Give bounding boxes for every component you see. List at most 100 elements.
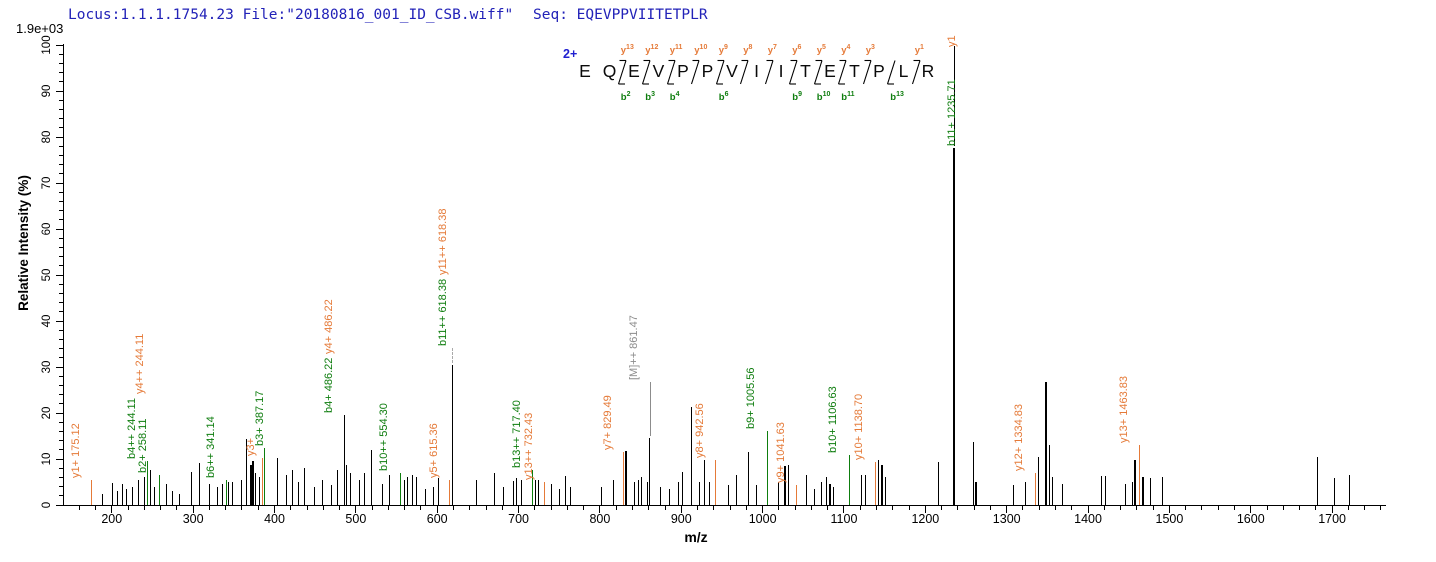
peak-label: b10++ 554.30 xyxy=(378,402,391,471)
peak xyxy=(1317,457,1318,505)
fragment-divider-icon xyxy=(713,57,727,87)
x-major-tick xyxy=(192,506,194,513)
precursor-charge-label: 2+ xyxy=(563,47,578,61)
peak xyxy=(806,475,807,505)
y-minor-tick xyxy=(59,375,63,377)
x-minor-tick xyxy=(648,506,650,510)
x-major-tick xyxy=(1250,506,1252,513)
peak xyxy=(209,484,210,505)
y-minor-tick xyxy=(59,99,63,101)
peak xyxy=(416,477,417,505)
peptide-residue: P xyxy=(873,61,885,81)
x-minor-tick xyxy=(827,506,829,510)
y-axis-title: Relative Intensity (%) xyxy=(16,175,31,311)
x-minor-tick xyxy=(534,506,536,510)
peak xyxy=(861,475,862,505)
peak xyxy=(881,464,883,505)
x-minor-tick xyxy=(876,506,878,510)
peak xyxy=(117,491,118,505)
peak xyxy=(412,475,413,505)
y-minor-tick xyxy=(59,246,63,248)
peak xyxy=(191,471,192,505)
peptide-residue: E xyxy=(579,61,591,81)
x-minor-tick xyxy=(1380,506,1382,510)
x-major-tick xyxy=(111,506,113,513)
peak xyxy=(613,479,614,505)
y-tick-label: 100 xyxy=(41,35,53,55)
x-minor-tick xyxy=(892,506,894,510)
x-tick-label: 1600 xyxy=(1236,512,1265,526)
x-minor-tick xyxy=(420,506,422,510)
fragment-divider-icon xyxy=(615,57,629,87)
x-minor-tick xyxy=(1071,506,1073,510)
x-minor-tick xyxy=(1136,506,1138,510)
peak xyxy=(199,463,200,505)
locus-file-text: Locus:1.1.1.1754.23 File:"20180816_001_I… xyxy=(68,7,514,23)
x-axis-title: m/z xyxy=(684,529,708,545)
x-tick-label: 1400 xyxy=(1074,512,1102,526)
peak xyxy=(748,451,749,505)
x-tick-label: 1200 xyxy=(911,512,940,526)
peak xyxy=(638,479,639,505)
x-major-tick xyxy=(436,506,438,513)
x-major-tick xyxy=(1006,506,1008,513)
x-minor-tick xyxy=(859,506,861,510)
peak xyxy=(1049,445,1050,505)
peak-leader-line xyxy=(954,46,955,147)
peak xyxy=(814,488,815,505)
y-ion-label: y5 xyxy=(816,44,826,57)
peak-label: b3+ 387.17 xyxy=(254,390,267,446)
peak xyxy=(728,485,729,505)
y-axis-line xyxy=(63,44,64,506)
peak xyxy=(322,480,323,505)
sequence-text: Seq: EQEVPPVIITETPLR xyxy=(533,7,708,23)
peptide-residue: P xyxy=(677,61,689,81)
b-ion-label: b9 xyxy=(792,91,802,104)
y-ion-label: y7 xyxy=(767,44,777,57)
peak xyxy=(938,461,939,505)
peak xyxy=(669,488,670,505)
x-minor-tick xyxy=(1315,506,1317,510)
peak xyxy=(346,464,347,505)
y-minor-tick xyxy=(59,145,63,147)
peak xyxy=(286,475,287,505)
x-minor-tick xyxy=(745,506,747,510)
b-ion-label: b2 xyxy=(620,91,631,104)
peak xyxy=(1013,485,1014,505)
x-minor-tick xyxy=(469,506,471,510)
x-minor-tick xyxy=(143,506,145,510)
peak xyxy=(407,477,408,505)
x-minor-tick xyxy=(810,506,812,510)
peak xyxy=(1062,483,1063,505)
peptide-residue: I xyxy=(778,61,784,81)
y-minor-tick xyxy=(59,62,63,64)
peak xyxy=(364,472,365,505)
y-ion-label: y1 xyxy=(914,44,924,57)
peak xyxy=(226,479,227,505)
peak-label: y5+ 615.36 xyxy=(427,423,440,479)
peak xyxy=(641,477,642,505)
peak xyxy=(778,482,779,505)
y-minor-tick xyxy=(59,430,63,432)
y-ion-label: y10 xyxy=(694,44,708,57)
x-minor-tick xyxy=(452,506,454,510)
y-minor-tick xyxy=(59,348,63,350)
peak xyxy=(503,486,504,505)
fragment-divider-icon xyxy=(811,57,825,87)
peak-label: y12+ 1334.83 xyxy=(1013,403,1026,471)
x-minor-tick xyxy=(339,506,341,510)
peak xyxy=(172,491,173,505)
peak-label: b9+ 1005.56 xyxy=(745,367,758,430)
peak-label: b4+ 486.22 xyxy=(322,357,335,413)
y-major-tick xyxy=(56,458,63,460)
peak xyxy=(425,488,426,505)
x-minor-tick xyxy=(566,506,568,510)
peak xyxy=(1139,445,1140,505)
peak xyxy=(1132,482,1133,505)
x-minor-tick xyxy=(404,506,406,510)
peak xyxy=(551,484,552,505)
peak xyxy=(565,476,566,505)
peak xyxy=(382,484,383,505)
peak xyxy=(849,454,850,505)
